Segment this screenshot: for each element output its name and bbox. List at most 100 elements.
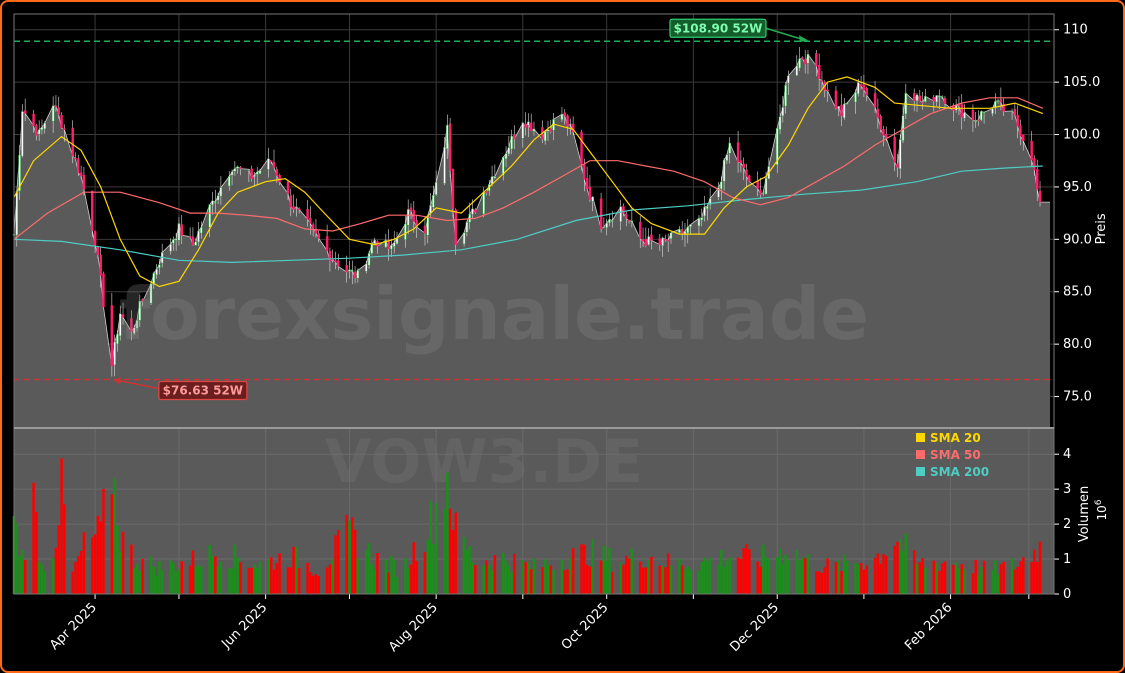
volume-bar-down (563, 570, 567, 594)
volume-bar-down (658, 565, 662, 594)
candle-up (605, 222, 608, 228)
candle-down (454, 209, 457, 245)
volume-bar-down (627, 558, 631, 594)
candle-up (348, 269, 351, 272)
candle-up (367, 253, 371, 266)
volume-bar-down (982, 560, 986, 594)
candle-down (627, 219, 631, 222)
candle-up (795, 65, 799, 76)
candle-down (759, 189, 762, 195)
volume-bar-down (736, 557, 740, 594)
candle-up (18, 154, 21, 192)
volume-bar-up (527, 562, 530, 594)
candle-up (778, 116, 782, 130)
candle-up (697, 218, 701, 227)
candle-down (739, 160, 743, 164)
candle-down (513, 134, 516, 140)
candle-down (583, 164, 586, 180)
volume-bar-down (1021, 557, 1025, 594)
candle-down (306, 209, 309, 220)
candle-down (876, 108, 880, 118)
legend-swatch (916, 433, 925, 442)
volume-bar-down (214, 556, 217, 594)
volume-tick-label: 4 (1063, 447, 1071, 462)
candle-up (384, 239, 388, 248)
candle-down (387, 239, 390, 249)
candle-down (873, 93, 877, 108)
candle-down (680, 229, 684, 234)
date-tick-label: Jun 2025 (218, 600, 270, 652)
volume-bar-up (468, 546, 471, 594)
52w-high-label: $108.90 52W (674, 21, 763, 35)
volume-bar-up (356, 558, 360, 594)
volume-bar-down (376, 552, 379, 594)
candle-up (510, 135, 513, 150)
volume-bar-up (843, 554, 846, 594)
candle-up (493, 176, 497, 179)
candle-up (630, 220, 634, 223)
volume-bar-up (898, 538, 902, 594)
volume-multiplier-base: 10 (1095, 505, 1109, 520)
volume-bar-down (879, 563, 882, 594)
candle-down (1035, 169, 1039, 190)
candle-down (977, 119, 980, 122)
candle-down (191, 236, 195, 246)
volume-bar-up (501, 552, 505, 594)
candle-up (228, 176, 231, 187)
52w-high-arrowhead (798, 35, 808, 43)
candle-up (982, 111, 986, 114)
volume-bar-up (591, 539, 594, 594)
candle-up (443, 146, 446, 184)
volume-bar-down (351, 517, 354, 594)
volume-bar-down (826, 558, 829, 594)
volume-bar-up (255, 567, 259, 594)
volume-bar-up (954, 561, 958, 594)
watermark: forexsignale.trade (119, 272, 869, 356)
candle-down (121, 314, 125, 318)
volume-bar-down (82, 532, 86, 594)
candle-down (865, 87, 868, 96)
volume-tick-label: 1 (1063, 552, 1071, 567)
volume-bar-up (1010, 558, 1014, 594)
candle-down (625, 213, 628, 219)
volume-bar-up (482, 565, 485, 594)
volume-bar-up (331, 559, 334, 594)
volume-bar-up (504, 560, 508, 594)
volume-bar-up (963, 569, 966, 594)
volume-bar-up (116, 525, 119, 594)
candle-up (158, 264, 161, 269)
candle-up (247, 168, 251, 171)
candle-up (255, 171, 259, 175)
volume-bar-down (314, 574, 318, 594)
volume-bar-up (395, 577, 399, 594)
volume-bar-down (756, 561, 759, 594)
candle-down (180, 224, 183, 236)
candle-up (208, 204, 211, 228)
legend-label: SMA 20 (930, 431, 981, 445)
candle-up (233, 168, 237, 172)
candle-down (585, 178, 589, 189)
volume-bar-up (781, 563, 785, 594)
volume-bar-up (806, 554, 810, 594)
axes-border (13, 13, 1055, 595)
volume-tick-label: 2 (1063, 517, 1071, 532)
candle-down (297, 208, 301, 211)
52w-low-annotation: $76.63 52W (112, 377, 248, 401)
candle-down (314, 228, 318, 234)
volume-bar-down (409, 564, 413, 594)
volume-bar-down (337, 530, 340, 594)
candle-down (859, 84, 863, 87)
volume-bar-down (121, 531, 125, 594)
volume-bar-down (739, 558, 743, 594)
candle-up (462, 232, 466, 245)
volume-bar-down (23, 559, 27, 594)
volume-bar-down (77, 556, 80, 594)
volume-bar-up (392, 559, 396, 594)
candle-up (854, 92, 857, 103)
candle-down (82, 175, 86, 190)
candle-down (409, 207, 413, 212)
candle-down (932, 97, 936, 102)
candle-down (451, 169, 455, 209)
volume-bar-up (854, 562, 857, 594)
volume-bar-up (686, 566, 690, 594)
